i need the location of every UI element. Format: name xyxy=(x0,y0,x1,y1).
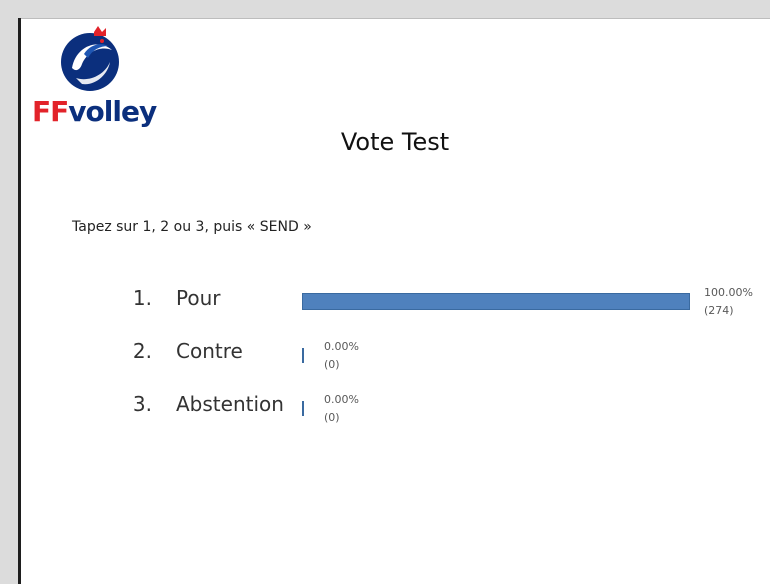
vote-instruction: Tapez sur 1, 2 ou 3, puis « SEND » xyxy=(72,219,312,235)
result-bar xyxy=(302,348,304,363)
count-label: (0) xyxy=(324,411,340,424)
percent-label: 0.00% xyxy=(324,340,359,353)
percent-label: 100.00% xyxy=(704,286,753,299)
logo-text-volley: volley xyxy=(68,95,157,128)
option-label: Abstention xyxy=(176,392,284,416)
option-number: 2. xyxy=(132,339,152,363)
result-bar xyxy=(302,293,690,310)
option-label: Contre xyxy=(176,339,243,363)
slide-title: Vote Test xyxy=(340,128,450,156)
slide-top-border xyxy=(18,18,770,19)
percent-label: 0.00% xyxy=(324,393,359,406)
option-number: 3. xyxy=(132,392,152,416)
ffvolley-wordmark: FFvolley xyxy=(32,95,157,128)
ffvolley-logo: FFvolley xyxy=(30,24,157,136)
option-number: 1. xyxy=(132,286,152,310)
result-bar xyxy=(302,401,304,416)
count-label: (0) xyxy=(324,358,340,371)
ffvolley-emblem-icon xyxy=(61,26,119,91)
slide-left-border xyxy=(18,18,21,584)
count-label: (274) xyxy=(704,304,734,317)
logo-text-ff: FF xyxy=(32,95,69,128)
option-label: Pour xyxy=(176,286,221,310)
